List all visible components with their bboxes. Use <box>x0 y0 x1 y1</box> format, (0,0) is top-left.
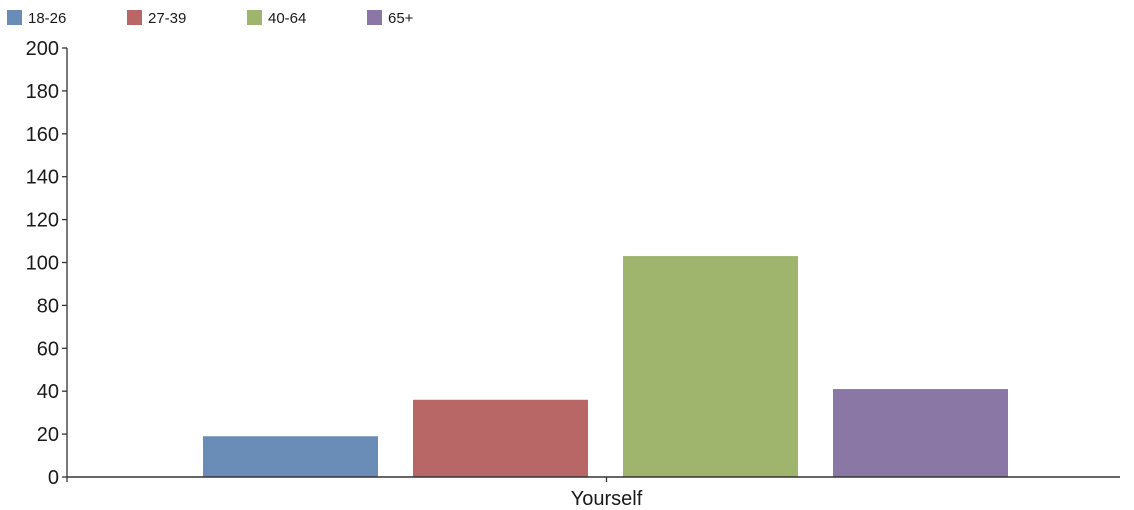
legend-item-27-39: 27-39 <box>127 10 186 27</box>
y-tick-label: 140 <box>26 167 59 189</box>
y-tick-label: 100 <box>26 253 59 275</box>
y-tick-label: 200 <box>26 38 59 60</box>
y-tick-label: 180 <box>26 81 59 103</box>
x-tick-label: Yourself <box>571 488 643 510</box>
y-tick-label: 120 <box>26 210 59 232</box>
legend-label: 27-39 <box>148 10 186 27</box>
y-tick-label: 160 <box>26 124 59 146</box>
legend-item-40-64: 40-64 <box>247 10 306 27</box>
legend-swatch <box>367 10 382 25</box>
bar-18-26 <box>203 436 378 477</box>
x-axis: Yourself <box>67 476 1120 510</box>
bar-40-64 <box>623 256 798 477</box>
bars <box>203 256 1008 477</box>
legend: 18-26 27-39 40-64 65+ <box>7 10 414 27</box>
y-axis: 0 20 40 60 80 100 120 140 160 180 200 <box>26 38 68 489</box>
legend-swatch <box>127 10 142 25</box>
y-tick-label: 80 <box>37 295 59 317</box>
bar-27-39 <box>413 399 588 477</box>
legend-item-18-26: 18-26 <box>7 10 66 27</box>
y-tick-label: 0 <box>48 467 59 489</box>
legend-swatch <box>247 10 262 25</box>
y-tick-label: 60 <box>37 338 59 360</box>
legend-item-65+: 65+ <box>367 10 414 27</box>
legend-label: 18-26 <box>28 10 66 27</box>
legend-label: 65+ <box>388 10 414 27</box>
legend-swatch <box>7 10 22 25</box>
bar-65+ <box>833 389 1008 477</box>
y-tick-label: 20 <box>37 424 59 446</box>
legend-label: 40-64 <box>268 10 306 27</box>
y-tick-label: 40 <box>37 381 59 403</box>
